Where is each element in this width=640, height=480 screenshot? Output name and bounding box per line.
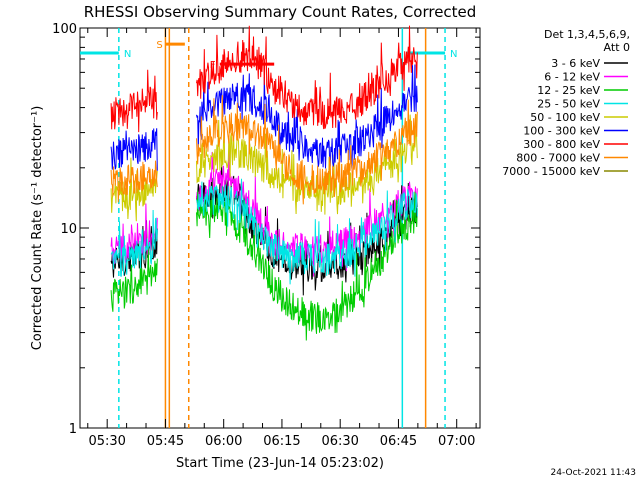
series-line-3 [196,190,418,341]
annotation-label: S [156,40,162,51]
x-tick-label: 05:30 [88,434,125,449]
series-line-8 [196,95,418,205]
series-line-4 [110,209,158,277]
legend-label: 3 - 6 keV [551,57,600,70]
legend-label: 6 - 12 keV [544,71,600,84]
legend-label: 100 - 300 keV [523,125,600,138]
y-tick-label: 100 [52,22,77,37]
x-tick-label: 06:00 [205,434,242,449]
legend-label: 300 - 800 keV [523,138,600,151]
x-tick-label: 06:45 [380,434,417,449]
x-tick-label: 06:30 [321,434,358,449]
series-lines [110,25,418,341]
annotation-label: N [450,49,457,60]
series-line-7 [110,69,158,133]
legend-label: 50 - 100 keV [530,111,600,124]
axis-ticks: 1 10 100 05:30 05:45 06:00 06:15 06:30 06:45 07:0… [52,22,480,449]
chart-title: RHESSI Observing Summary Count Rates, Co… [84,3,477,21]
x-tick-label: 06:15 [263,434,300,449]
series-line-6 [110,128,158,171]
series-line-3 [110,246,158,312]
footer-timestamp: 24-Oct-2021 11:43 [551,468,636,478]
annotation-label: N [124,49,131,60]
x-tick-label: 05:45 [147,434,184,449]
series-line-8 [110,160,158,203]
mode-markers: N NSF [80,28,458,428]
legend-label: 7000 - 15000 keV [502,165,600,178]
y-axis-label: Corrected Count Rate (s⁻¹ detector⁻¹) [30,106,45,351]
series-line-6 [196,64,418,169]
series-line-5 [110,157,158,222]
legend-header-line-1: Det 1,3,4,5,6,9, [544,28,630,41]
x-tick-label: 07:00 [438,434,475,449]
legend-label: 800 - 7000 keV [516,152,600,165]
x-axis-label: Start Time (23-Jun-14 05:23:02) [176,456,384,471]
series-line-4 [196,178,418,285]
legend-label: 25 - 50 keV [537,98,600,111]
legend-header-line-2: Att 0 [604,41,630,54]
legend-label: 12 - 25 keV [537,84,600,97]
y-tick-label: 10 [60,222,77,237]
series-line-2 [196,141,418,277]
series-line-7 [196,25,418,130]
y-tick-label: 1 [69,422,77,437]
